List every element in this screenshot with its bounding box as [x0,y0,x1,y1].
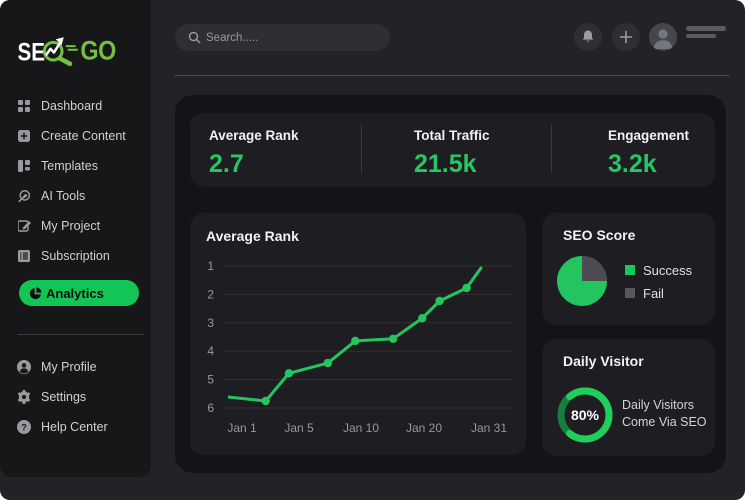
svg-text:3: 3 [207,316,214,330]
svg-text:?: ? [21,423,27,434]
svg-text:80%: 80% [571,407,600,423]
svg-text:Jan 1: Jan 1 [227,421,257,435]
svg-text:6: 6 [207,401,214,415]
svg-text:SE: SE [18,39,46,67]
svg-text:Jan 20: Jan 20 [406,421,442,435]
svg-text:5: 5 [207,373,214,387]
svg-text:4: 4 [207,344,214,358]
svg-text:1: 1 [207,259,214,273]
svg-text:2: 2 [207,287,214,301]
svg-text:Jan 5: Jan 5 [284,421,314,435]
svg-text:GO: GO [80,36,116,66]
svg-text:Jan 31: Jan 31 [471,421,507,435]
svg-text:Jan 10: Jan 10 [343,421,379,435]
